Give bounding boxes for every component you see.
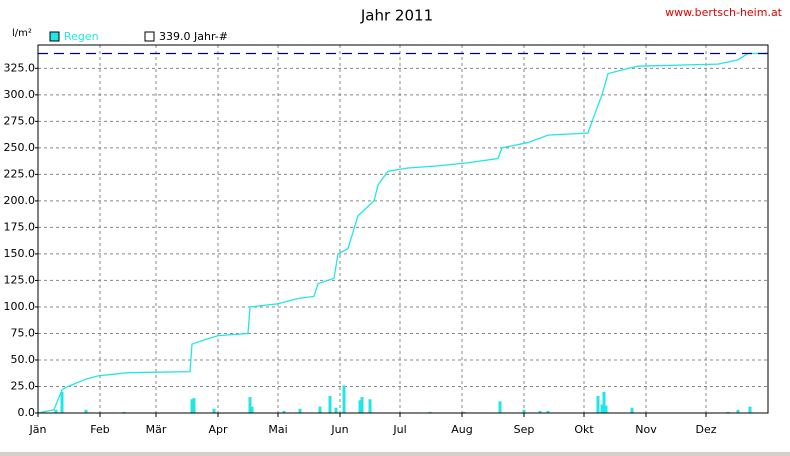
y-tick-label: 300.0	[4, 88, 36, 101]
x-tick-label: Mai	[268, 423, 287, 436]
bar	[538, 410, 542, 413]
bar	[122, 411, 126, 413]
bar	[328, 396, 332, 413]
x-tick-label: Nov	[635, 423, 657, 436]
x-tick-label: Jän	[29, 423, 47, 436]
y-tick-label: 100.0	[4, 300, 36, 313]
chart-title: Jahr 2011	[360, 7, 433, 25]
bar	[190, 399, 194, 413]
y-tick-label: 0.0	[18, 406, 36, 419]
legend-label: 339.0 Jahr-#	[159, 30, 228, 43]
x-tick-label: Mär	[146, 423, 167, 436]
y-tick-label: 325.0	[4, 61, 36, 74]
bar	[54, 409, 58, 413]
legend-swatch	[49, 31, 60, 42]
x-tick-label: Feb	[90, 423, 109, 436]
bar	[282, 410, 286, 413]
bar	[298, 408, 302, 413]
bar	[498, 401, 502, 413]
bar	[358, 400, 362, 413]
y-tick-label: 250.0	[4, 141, 36, 154]
y-tick-label: 25.0	[11, 379, 36, 392]
bar	[192, 398, 196, 413]
y-tick-label: 150.0	[4, 247, 36, 260]
bar	[596, 396, 600, 413]
x-tick-label: Sep	[514, 423, 535, 436]
bar	[212, 408, 216, 413]
plot-frame	[37, 44, 769, 414]
bar	[248, 397, 252, 413]
x-tick-label: Apr	[208, 423, 228, 436]
bar	[428, 411, 432, 413]
y-tick-label: 275.0	[4, 114, 36, 127]
bar	[334, 407, 338, 413]
bar	[84, 409, 88, 413]
bar	[600, 404, 604, 413]
bar	[602, 391, 606, 413]
cumulative-line	[37, 52, 768, 414]
x-tick-label: Okt	[574, 423, 594, 436]
x-tick-label: Jun	[330, 423, 348, 436]
y-tick-label: 200.0	[4, 194, 36, 207]
bar	[342, 385, 346, 413]
y-tick-label: 125.0	[4, 273, 36, 286]
bar	[250, 406, 254, 413]
y-tick-label: 225.0	[4, 167, 36, 180]
bar	[368, 399, 372, 413]
bar	[546, 410, 550, 413]
legend-label: Regen	[64, 30, 99, 43]
x-tick-label: Dez	[695, 423, 716, 436]
legend-swatch	[144, 31, 155, 42]
bar	[726, 411, 730, 413]
bar	[522, 409, 526, 413]
bar	[318, 406, 322, 413]
y-tick-label: 75.0	[11, 326, 36, 339]
window-edge	[0, 452, 790, 456]
y-axis-label: l/m²	[12, 28, 32, 39]
bar	[604, 405, 608, 413]
x-tick-label: Jul	[392, 423, 406, 436]
bar	[736, 409, 740, 413]
bar	[60, 391, 64, 413]
y-tick-label: 50.0	[11, 353, 36, 366]
bar	[630, 407, 634, 413]
credit: www.bertsch-heim.at	[665, 6, 783, 19]
bar	[462, 411, 466, 413]
x-tick-label: Aug	[451, 423, 472, 436]
y-tick-label: 175.0	[4, 220, 36, 233]
bar	[748, 406, 752, 413]
bar	[360, 397, 364, 413]
